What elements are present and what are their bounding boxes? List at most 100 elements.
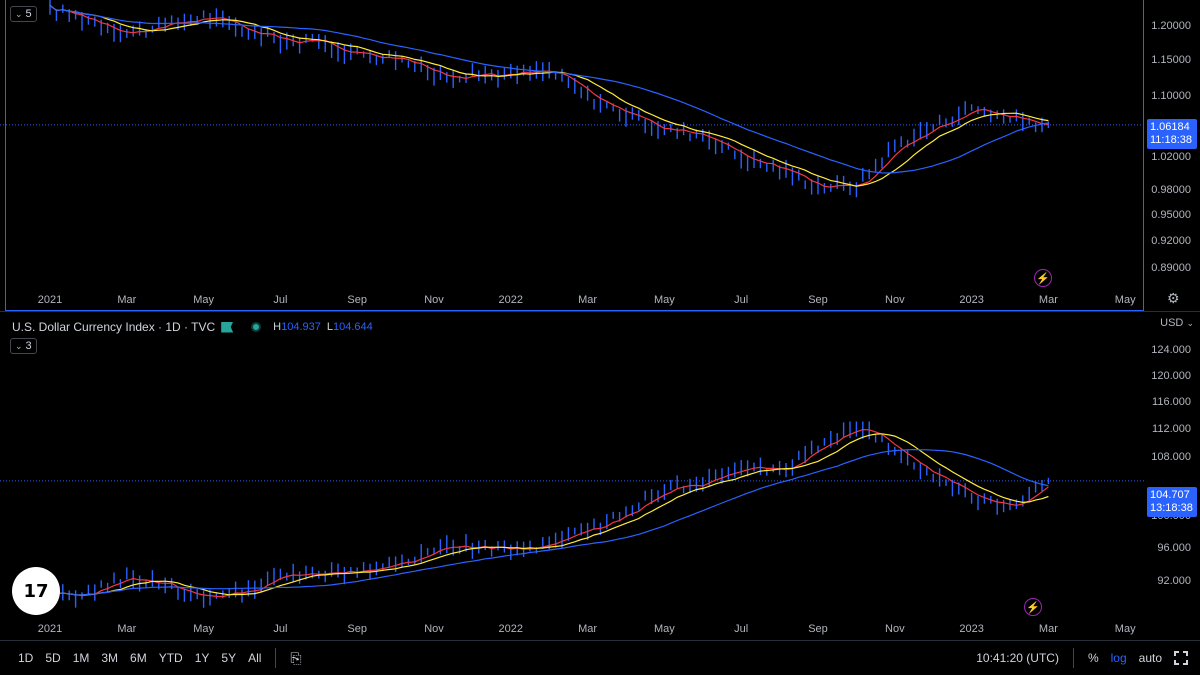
last-price-label: 104.707 13:18:38 <box>1147 487 1197 517</box>
price-tick: 92.000 <box>1157 574 1191 587</box>
time-tick: 2022 <box>498 294 524 306</box>
price-axis[interactable]: 1.20000 1.15000 1.10000 1.02000 0.98000 0.950… <box>1145 0 1200 290</box>
moving-average-fast <box>49 428 1049 598</box>
range-button-6m[interactable]: 6M <box>130 651 147 665</box>
range-button-5d[interactable]: 5D <box>45 651 61 665</box>
time-axis[interactable]: 2021 Mar May Jul Sep Nov 2022 Mar May Jul Sep Nov 20… <box>0 619 1145 639</box>
moving-average-slow <box>49 448 1049 596</box>
price-tick: 108.000 <box>1151 450 1191 463</box>
price-tick: 112.000 <box>1152 422 1191 435</box>
market-status-icon[interactable] <box>251 322 262 332</box>
time-tick: May <box>654 294 675 306</box>
price-tick: 0.98000 <box>1151 183 1191 196</box>
range-button-ytd[interactable]: YTD <box>158 651 183 665</box>
price-tick: 1.02000 <box>1151 151 1191 164</box>
date-range-buttons: 1D 5D 1M 3M 6M YTD 1Y 5Y All <box>0 646 267 670</box>
toolbar-right: 10:41:20 (UTC) % log auto <box>970 648 1200 668</box>
low-value: 104.644 <box>333 321 373 333</box>
time-tick: May <box>654 623 675 635</box>
high-value: 104.937 <box>281 321 321 333</box>
range-button-all[interactable]: All <box>248 651 262 665</box>
auto-toggle[interactable]: auto <box>1138 651 1162 665</box>
chevron-down-icon: ⌄ <box>1186 318 1194 328</box>
chevron-down-icon: ⌄ <box>15 8 23 19</box>
time-tick: Sep <box>347 623 367 635</box>
time-tick: 2022 <box>498 623 524 635</box>
bar-countdown: 11:18:38 <box>1150 134 1193 146</box>
bottom-chart-plot[interactable] <box>0 312 1145 619</box>
price-tick: 96.000 <box>1157 541 1191 554</box>
time-tick: Mar <box>117 294 137 306</box>
price-tick: 124.000 <box>1151 344 1191 357</box>
moving-average-slow <box>49 5 1049 174</box>
time-tick: Mar <box>1038 623 1058 635</box>
time-tick: Nov <box>424 623 444 635</box>
bottom-toolbar: 1D 5D 1M 3M 6M YTD 1Y 5Y All ⎘ 10:41:20 (UTC) % … <box>0 640 1200 675</box>
indicator-count: 3 <box>25 340 32 352</box>
series-legend[interactable]: U.S. Dollar Currency Index · 1D · TVC H1… <box>12 320 373 334</box>
currency-selector[interactable]: USD ⌄ <box>1160 317 1194 329</box>
time-tick: Nov <box>885 623 905 635</box>
time-tick: 2023 <box>959 294 984 306</box>
percent-toggle[interactable]: % <box>1087 651 1099 665</box>
price-tick: 0.92000 <box>1151 234 1191 247</box>
price-tick: 1.20000 <box>1151 19 1191 32</box>
time-tick: Mar <box>1038 294 1058 306</box>
time-tick: 2021 <box>37 623 63 635</box>
time-tick: May <box>193 294 214 306</box>
time-tick: Nov <box>424 294 444 306</box>
time-tick: 2021 <box>37 294 63 306</box>
time-tick: May <box>193 623 214 635</box>
indicator-count: 5 <box>25 8 32 20</box>
lightning-icon[interactable]: ⚡ <box>1024 598 1042 616</box>
moving-average-mid <box>49 433 1049 596</box>
price-tick: 0.95000 <box>1151 208 1191 221</box>
dxy-chart-pane[interactable]: U.S. Dollar Currency Index · 1D · TVC H1… <box>0 312 1200 639</box>
range-button-1d[interactable]: 1D <box>18 651 34 665</box>
indicators-collapse-button[interactable]: ⌄ 5 <box>10 6 37 22</box>
eurusd-chart-pane[interactable]: ⌄ 5 1.20000 1.15000 1.10000 1.02000 0.98000 0… <box>0 0 1200 311</box>
fullscreen-icon[interactable] <box>1174 651 1188 665</box>
range-button-1m[interactable]: 1M <box>72 651 90 665</box>
gear-icon[interactable]: ⚙ <box>1167 290 1180 306</box>
indicators-collapse-button[interactable]: ⌄ 3 <box>10 338 37 354</box>
price-tick: 120.000 <box>1151 369 1191 382</box>
lightning-icon[interactable]: ⚡ <box>1034 269 1052 287</box>
high-value-label: H104.937 <box>273 321 321 333</box>
low-value-label: L104.644 <box>326 321 373 333</box>
time-tick: Mar <box>578 623 598 635</box>
log-toggle[interactable]: log <box>1110 651 1127 665</box>
range-button-1y[interactable]: 1Y <box>194 651 210 665</box>
price-tick: 116.000 <box>1152 395 1191 408</box>
price-tick: 1.10000 <box>1151 90 1191 103</box>
time-tick: Jul <box>734 623 749 635</box>
time-tick: May <box>1114 294 1136 306</box>
toolbar-divider <box>275 648 277 668</box>
top-chart-plot[interactable] <box>0 0 1145 290</box>
time-tick: Sep <box>808 623 828 635</box>
tradingview-logo[interactable]: 17 <box>12 567 60 615</box>
time-tick: 2023 <box>959 623 984 635</box>
time-tick: Nov <box>885 294 905 306</box>
time-axis[interactable]: 2021 Mar May Jul Sep Nov 2022 Mar May Jul Sep Nov 20… <box>0 290 1145 310</box>
symbol-title[interactable]: U.S. Dollar Currency Index · 1D · TVC <box>12 320 216 334</box>
range-button-3m[interactable]: 3M <box>101 651 119 665</box>
last-price-value: 104.707 <box>1150 489 1190 501</box>
price-tick: 0.89000 <box>1151 261 1191 274</box>
flag-icon[interactable] <box>221 321 234 333</box>
bar-countdown: 13:18:38 <box>1150 502 1193 514</box>
time-tick: Jul <box>273 623 288 635</box>
price-axis[interactable]: 124.000120.000116.000112.000108.000100.0… <box>1145 312 1200 619</box>
toolbar-divider <box>1072 648 1074 668</box>
time-tick: Sep <box>347 294 367 306</box>
chevron-down-icon: ⌄ <box>15 340 23 351</box>
calendar-goto-icon[interactable]: ⎘ <box>290 649 302 666</box>
moving-average-mid <box>49 5 1049 187</box>
range-button-5y[interactable]: 5Y <box>221 651 237 665</box>
price-tick: 1.15000 <box>1151 54 1191 67</box>
time-tick: Mar <box>578 294 598 306</box>
clock[interactable]: 10:41:20 (UTC) <box>976 651 1059 665</box>
last-price-value: 1.06184 <box>1150 121 1190 133</box>
time-tick: May <box>1114 623 1136 635</box>
pane-divider[interactable] <box>0 311 1200 312</box>
